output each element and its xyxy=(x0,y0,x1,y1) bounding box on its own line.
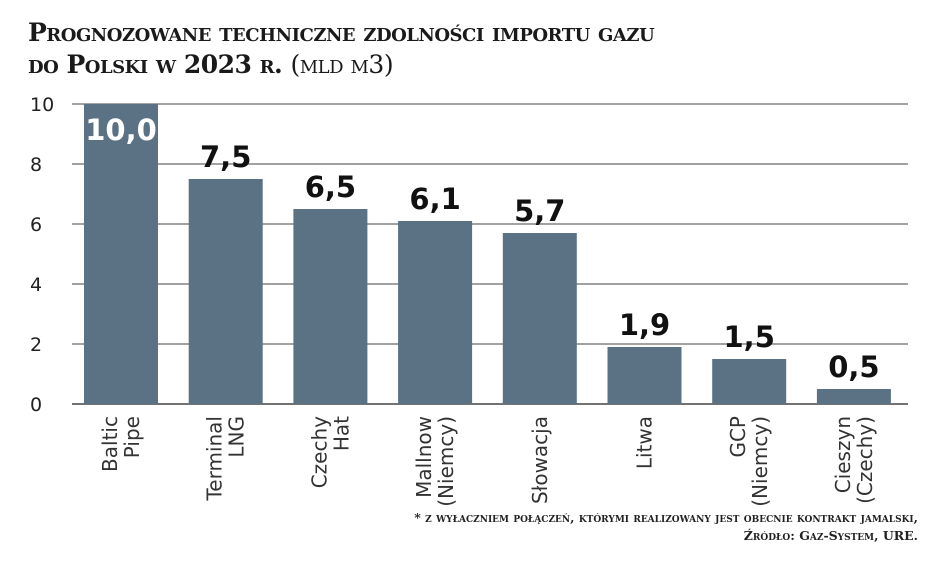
data-label: 10,0 xyxy=(85,113,157,147)
x-tick-label: GCP(Niemcy) xyxy=(726,416,772,507)
y-tick-label: 4 xyxy=(30,274,42,296)
bar xyxy=(607,347,682,404)
x-tick-label: Litwa xyxy=(633,416,657,469)
x-tick-label: BalticPipe xyxy=(98,416,144,472)
source-note: Źródło: Gaz-System, URE. xyxy=(743,528,918,543)
chart-title-main: do Polski w 2023 r. xyxy=(28,50,283,79)
bar xyxy=(816,389,891,404)
x-tick-label: CzechyHat xyxy=(307,416,353,488)
data-label: 6,5 xyxy=(305,170,356,204)
y-tick-label: 0 xyxy=(30,394,42,416)
y-tick-label: 10 xyxy=(30,94,54,116)
y-tick-label: 8 xyxy=(30,154,42,176)
data-label: 0,5 xyxy=(828,350,879,384)
footnote: * z wyłaczniem połączeń, którymi realizo… xyxy=(414,510,918,525)
bar xyxy=(188,179,263,404)
chart-title-line2: do Polski w 2023 r. (mld m3) xyxy=(28,50,394,80)
chart-unit: (mld m3) xyxy=(290,50,394,79)
data-label: 1,5 xyxy=(724,320,775,354)
bar xyxy=(398,221,473,404)
bar xyxy=(84,104,158,404)
data-label: 6,1 xyxy=(409,182,460,216)
data-label: 7,5 xyxy=(200,140,251,174)
bar xyxy=(502,233,577,404)
x-tick-label: Mallnow(Niemcy) xyxy=(412,416,458,507)
x-tick-label: TerminalLNG xyxy=(203,416,249,502)
data-label: 1,9 xyxy=(619,308,670,342)
y-tick-label: 6 xyxy=(30,214,42,236)
bar xyxy=(712,359,787,404)
y-tick-label: 2 xyxy=(30,334,42,356)
x-tick-label: Cieszyn(Czechy) xyxy=(831,416,877,504)
data-label: 5,7 xyxy=(514,194,565,228)
chart-title-line1: Prognozowane techniczne zdolności import… xyxy=(28,18,655,47)
x-tick-label: Słowacja xyxy=(528,416,552,504)
bar xyxy=(293,209,368,404)
